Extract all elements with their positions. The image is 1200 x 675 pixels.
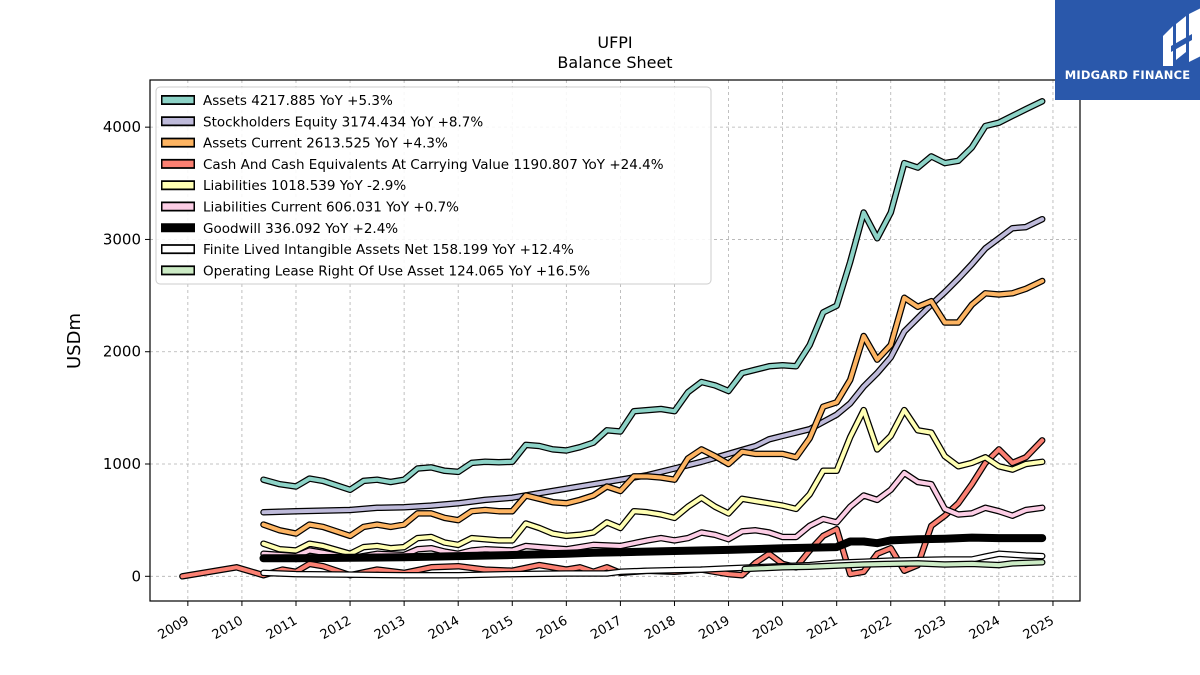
x-tick-label: 2024	[967, 613, 1003, 643]
legend-label: Stockholders Equity 3174.434 YoY +8.7%	[203, 114, 483, 130]
legend-item: Stockholders Equity 3174.434 YoY +8.7%	[161, 114, 483, 130]
series-line-liabilities-current	[261, 471, 1045, 561]
series-line-assets	[261, 99, 1045, 492]
x-tick-label: 2025	[1021, 613, 1057, 643]
brand-mark-icon	[1163, 8, 1200, 66]
y-tick-label: 0	[131, 567, 141, 585]
legend-item: Assets Current 2613.525 YoY +4.3%	[161, 136, 448, 152]
x-tick-label: 2020	[750, 613, 786, 643]
x-tick-label: 2010	[210, 613, 246, 643]
x-tick-label: 2009	[156, 613, 192, 643]
legend-label: Goodwill 336.092 YoY +2.4%	[203, 221, 398, 237]
legend-label: Finite Lived Intangible Assets Net 158.1…	[203, 242, 574, 258]
series-line-goodwill	[259, 533, 1047, 563]
x-tick-label: 2018	[642, 613, 678, 643]
series-line-operating-lease-right-of-use-asset	[742, 560, 1045, 571]
legend-item: Goodwill 336.092 YoY +2.4%	[161, 221, 398, 237]
legend-label: Liabilities Current 606.031 YoY +0.7%	[203, 200, 459, 216]
legend-label: Assets Current 2613.525 YoY +4.3%	[203, 136, 448, 152]
x-tick-label: 2023	[913, 613, 949, 643]
legend: Assets 4217.885 YoY +5.3% Stockholders Eq…	[155, 86, 712, 285]
y-axis-ticks: 0 1000 2000 3000 4000	[103, 118, 150, 585]
series-line-assets-current	[261, 279, 1045, 538]
plot-frame	[149, 79, 1081, 602]
legend-label: Assets 4217.885 YoY +5.3%	[203, 93, 393, 109]
legend-item: Finite Lived Intangible Assets Net 158.1…	[161, 242, 574, 258]
x-tick-label: 2017	[588, 613, 624, 643]
legend-label: Liabilities 1018.539 YoY -2.9%	[203, 178, 406, 194]
x-tick-label: 2022	[859, 613, 895, 643]
legend-label: Cash And Cash Equivalents At Carrying Va…	[203, 157, 664, 173]
y-tick-label: 3000	[103, 230, 141, 248]
y-tick-label: 2000	[103, 343, 141, 361]
legend-label: Operating Lease Right Of Use Asset 124.0…	[203, 263, 590, 279]
brand-logo: MIDGARD FINANCE	[1055, 0, 1200, 100]
legend-item: Assets 4217.885 YoY +5.3%	[161, 93, 393, 109]
x-axis-ticks: 2009 2010 2011 2012 2013 2014 2015 2016 2017 2018…	[156, 601, 1057, 643]
series-line-liabilities	[261, 408, 1045, 556]
brand-name: MIDGARD FINANCE	[1064, 68, 1191, 82]
x-tick-label: 2016	[534, 613, 570, 643]
x-tick-label: 2013	[372, 613, 408, 643]
x-tick-label: 2012	[318, 613, 354, 643]
legend-item: Liabilities 1018.539 YoY -2.9%	[161, 178, 406, 194]
y-tick-label: 1000	[103, 455, 141, 473]
x-tick-label: 2021	[805, 613, 841, 643]
legend-item: Cash And Cash Equivalents At Carrying Va…	[161, 157, 664, 173]
x-tick-label: 2019	[696, 613, 732, 643]
series-line-cash-and-cash-equivalents-at-carrying-value	[180, 438, 1045, 579]
x-tick-label: 2014	[426, 613, 462, 643]
chart-title: UFPI	[597, 33, 632, 52]
legend-item: Liabilities Current 606.031 YoY +0.7%	[161, 200, 459, 216]
series-line-stockholders-equity	[261, 217, 1045, 515]
series-lines	[179, 98, 1047, 580]
y-tick-label: 4000	[103, 118, 141, 136]
x-tick-label: 2011	[264, 613, 300, 643]
y-axis-label: USDm	[64, 313, 85, 369]
x-tick-label: 2015	[480, 613, 516, 643]
chart-subtitle: Balance Sheet	[557, 53, 672, 72]
legend-frame	[155, 86, 712, 285]
legend-item: Operating Lease Right Of Use Asset 124.0…	[161, 263, 590, 279]
